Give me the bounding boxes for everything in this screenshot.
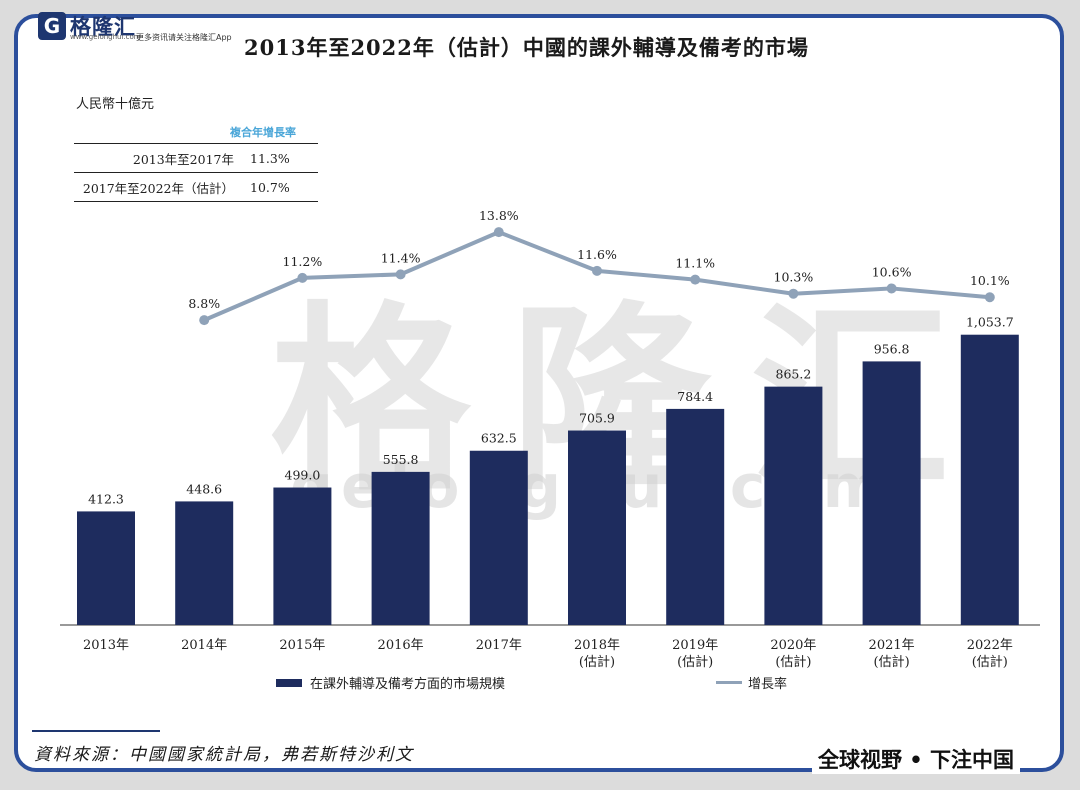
legend-line-swatch (716, 681, 742, 684)
growth-value-label: 11.4% (381, 250, 421, 265)
x-tick-label: 2018年 (574, 638, 620, 653)
bar-value-label: 865.2 (776, 367, 812, 382)
x-tick-label: 2014年 (181, 638, 227, 653)
cagr-header: 複合年增長率 (230, 126, 296, 139)
brand-logo: G 格隆汇 (38, 8, 136, 44)
unit-label: 人民幣十億元 (76, 97, 155, 112)
growth-point (297, 272, 308, 283)
x-tick-label: 2019年 (672, 638, 718, 653)
growth-point (984, 292, 995, 303)
bar-value-label: 705.9 (579, 411, 615, 426)
growth-point (199, 315, 210, 326)
growth-value-label: 10.1% (970, 273, 1010, 288)
legend-item-bar: 在課外輔導及備考方面的市場規模 (276, 673, 505, 692)
bar-value-label: 412.3 (88, 491, 124, 506)
growth-point (690, 274, 701, 285)
x-tick-label: 2016年 (378, 638, 424, 653)
x-tick-label: 2022年 (967, 638, 1013, 653)
bar (666, 408, 725, 625)
bar (960, 334, 1019, 625)
source-note: 資料來源：中國國家統計局，弗若斯特沙利文 (34, 745, 414, 765)
growth-point (592, 265, 602, 276)
bar-value-label: 499.0 (285, 468, 321, 483)
growth-value-label: 11.1% (675, 256, 715, 271)
bar-value-label: 448.6 (186, 481, 222, 496)
bar (568, 430, 626, 625)
legend-bar-label: 在課外輔導及備考方面的市場規模 (310, 677, 506, 692)
growth-value-label: 13.8% (479, 208, 519, 223)
growth-value-label: 10.6% (872, 264, 912, 279)
x-tick-label: (估計) (775, 654, 811, 670)
bar (469, 450, 528, 625)
bar (77, 511, 135, 625)
source-divider (32, 730, 160, 732)
logo-tagline: 更多资讯请关注格隆汇App (136, 33, 232, 42)
x-tick-label: 2013年 (83, 638, 129, 653)
chart-title: 2013年至2022年（估計）中國的課外輔導及備考的市場 (244, 35, 809, 60)
logo-url: www.gelonghui.com (70, 33, 141, 41)
bar (862, 361, 921, 625)
bar (371, 471, 430, 625)
logo-g-icon: G (38, 12, 66, 40)
cagr-value: 11.3% (250, 150, 290, 166)
growth-point (493, 227, 504, 238)
bar-value-label: 956.8 (874, 341, 910, 356)
growth-value-label: 8.8% (188, 296, 220, 311)
legend-line-label: 增長率 (748, 677, 788, 692)
x-tick-label: 2021年 (869, 638, 915, 653)
bar-value-label: 555.8 (383, 452, 419, 467)
bar (273, 487, 332, 625)
bar (175, 501, 234, 625)
growth-point (395, 269, 406, 280)
x-tick-label: (估計) (972, 654, 1008, 670)
x-tick-label: 2020年 (770, 638, 816, 653)
growth-value-label: 10.3% (774, 270, 814, 285)
growth-point (886, 283, 897, 294)
cagr-row: 2017年至2022年（估計） 10.7% (74, 173, 318, 202)
cagr-period: 2017年至2022年（估計） (82, 180, 234, 196)
growth-value-label: 11.2% (283, 254, 323, 269)
bar (764, 386, 823, 625)
cagr-table: 2013年至2017年 11.3% 2017年至2022年（估計） 10.7% (74, 143, 318, 202)
bar-value-label: 632.5 (481, 431, 517, 446)
x-tick-label: (估計) (677, 654, 713, 670)
x-tick-label: 2015年 (279, 638, 325, 653)
x-tick-label: (估計) (579, 654, 615, 670)
cagr-row: 2013年至2017年 11.3% (74, 144, 318, 173)
bar-value-label: 784.4 (677, 389, 713, 404)
cagr-period: 2013年至2017年 (132, 151, 234, 167)
legend-bar-swatch (276, 678, 302, 687)
x-tick-label: (估計) (874, 654, 910, 670)
cagr-value: 10.7% (250, 179, 290, 195)
logo-name: 格隆汇 (70, 15, 136, 39)
growth-value-label: 11.6% (577, 247, 617, 262)
growth-point (788, 288, 799, 299)
legend-item-line: 增長率 (716, 673, 787, 692)
bar-value-label: 1,053.7 (966, 315, 1014, 330)
x-tick-label: 2017年 (476, 638, 522, 653)
slogan: 全球视野 • 下注中国 (812, 744, 1021, 774)
